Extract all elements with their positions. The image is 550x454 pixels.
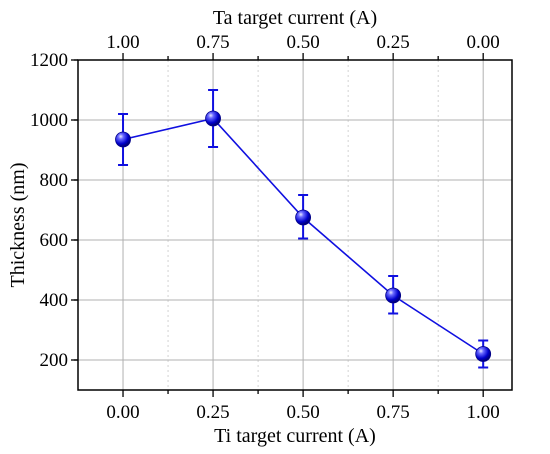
x2-tick-label: 0.00	[467, 32, 500, 53]
data-series	[115, 89, 492, 369]
x-tick-labels: 0.00 0.25 0.50 0.75 1.00	[106, 402, 499, 423]
x-tick-label: 0.25	[196, 402, 229, 423]
y-tick-label: 400	[40, 290, 69, 311]
y-tick-labels: 200 400 600 800 1000 1200	[30, 50, 68, 371]
x-tick-label: 0.50	[286, 402, 319, 423]
x2-tick-labels: 1.00 0.75 0.50 0.25 0.00	[106, 32, 499, 53]
y-tick-label: 1200	[30, 50, 68, 71]
x2-tick-label: 1.00	[106, 32, 139, 53]
data-point	[385, 287, 402, 304]
data-point	[295, 209, 312, 226]
plot-frame	[77, 59, 513, 391]
grid	[78, 59, 512, 390]
axis-ticks	[71, 53, 484, 397]
y-tick-label: 1000	[30, 110, 68, 131]
data-point	[475, 346, 492, 362]
x-tick-label: 0.00	[106, 402, 139, 423]
y-tick-label: 800	[40, 170, 69, 191]
x2-tick-label: 0.75	[196, 32, 229, 53]
y-tick-label: 600	[40, 230, 69, 251]
x-tick-label: 0.75	[377, 402, 410, 423]
y-axis-title: Thickness (nm)	[7, 163, 29, 288]
x2-tick-label: 0.50	[286, 32, 319, 53]
x-axis-title: Ti target current (A)	[214, 425, 376, 447]
y-tick-label: 200	[40, 350, 69, 371]
x2-axis-title: Ta target current (A)	[213, 7, 377, 29]
data-point	[115, 131, 131, 148]
x-tick-label: 1.00	[467, 402, 500, 423]
x2-tick-label: 0.25	[377, 32, 410, 53]
data-point	[205, 110, 221, 127]
